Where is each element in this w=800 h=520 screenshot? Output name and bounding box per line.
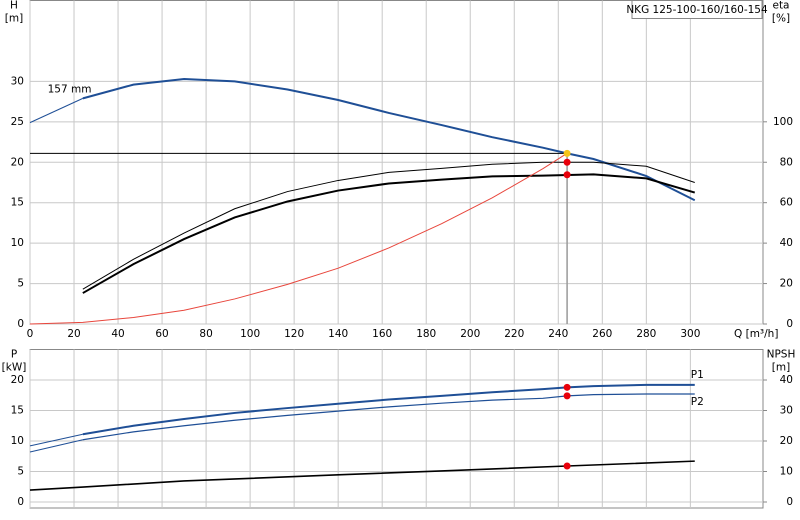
y2-tick-label: 30	[780, 405, 793, 417]
operating-point	[563, 462, 571, 470]
y-tick-label: 15	[11, 405, 24, 417]
y-tick-label: 0	[17, 496, 24, 508]
operating-point	[563, 171, 571, 179]
series-line	[29, 460, 695, 491]
x-axis-label: Q [m³/h]	[734, 328, 778, 340]
y2-tick-label: 100	[773, 116, 793, 128]
y2-tick-label: 20	[780, 435, 793, 447]
x-tick-label: 240	[548, 328, 568, 340]
y2-tick-label: 80	[780, 156, 793, 168]
y-axis-label: [m]	[5, 13, 23, 25]
y-tick-label: 25	[11, 116, 24, 128]
chart-title: NKG 125-100-160/160-154	[626, 4, 768, 16]
y-tick-label: 15	[11, 197, 24, 209]
y2-tick-label: 40	[780, 237, 793, 249]
y-tick-label: 20	[11, 156, 24, 168]
y2-tick-label: 60	[780, 197, 793, 209]
y2-axis-label: [%]	[772, 13, 790, 25]
y2-tick-label: 0	[786, 496, 793, 508]
annotation: 157 mm	[48, 83, 92, 95]
series-line	[82, 383, 695, 436]
panel: 0 20 40 60 80 100 120 140 160 180 200 220 240 260 280 3…	[5, 0, 793, 340]
y2-tick-label: 40	[780, 374, 793, 386]
series-line	[29, 97, 84, 124]
series-line	[82, 393, 695, 441]
x-tick-label: 160	[372, 328, 392, 340]
series-line	[29, 439, 83, 453]
x-tick-label: 0	[27, 328, 34, 340]
series-line	[82, 173, 696, 294]
x-tick-label: 260	[592, 328, 612, 340]
y2-axis-label: NPSH	[767, 349, 796, 361]
series-line	[82, 161, 695, 290]
series-line	[82, 77, 696, 202]
x-tick-label: 300	[680, 328, 700, 340]
x-tick-label: 120	[284, 328, 304, 340]
y-axis-label: P	[11, 349, 17, 361]
y2-axis-label: eta	[772, 0, 789, 12]
x-tick-label: 220	[504, 328, 524, 340]
x-tick-label: 60	[155, 328, 168, 340]
y-tick-label: 5	[17, 466, 24, 478]
operating-point	[563, 149, 571, 157]
operating-point	[563, 392, 571, 400]
y-tick-label: 30	[11, 75, 24, 87]
panel: 0 5 10 15 20 0 10 20 30 40 P[kW] NPSH[m] P1 P2	[2, 349, 796, 509]
plot-layer: 0 20 40 60 80 100 120 140 160 180 200 220 240 260 280 3…	[2, 0, 796, 509]
y-axis-label: [kW]	[2, 362, 27, 374]
x-tick-label: 200	[460, 328, 480, 340]
operating-point	[563, 383, 571, 391]
y-tick-label: 10	[11, 237, 24, 249]
y-tick-label: 20	[11, 374, 24, 386]
title-box	[631, 0, 763, 19]
y2-tick-label: 0	[786, 318, 793, 330]
y2-tick-label: 20	[780, 278, 793, 290]
x-tick-label: 280	[636, 328, 656, 340]
x-tick-label: 140	[328, 328, 348, 340]
y2-axis-label: [m]	[772, 362, 790, 374]
x-tick-label: 100	[240, 328, 260, 340]
y-axis-label: H	[10, 0, 18, 12]
x-tick-label: 40	[111, 328, 124, 340]
operating-point	[563, 158, 571, 166]
x-tick-label: 20	[67, 328, 80, 340]
y-tick-label: 0	[17, 318, 24, 330]
y2-tick-label: 10	[780, 466, 793, 478]
series-line	[29, 433, 83, 447]
x-tick-label: 80	[199, 328, 212, 340]
series-label: P1	[691, 369, 704, 381]
series-line	[29, 152, 568, 325]
x-tick-label: 180	[416, 328, 436, 340]
y-tick-label: 5	[17, 278, 24, 290]
series-label: P2	[691, 396, 704, 408]
y-tick-label: 10	[11, 435, 24, 447]
